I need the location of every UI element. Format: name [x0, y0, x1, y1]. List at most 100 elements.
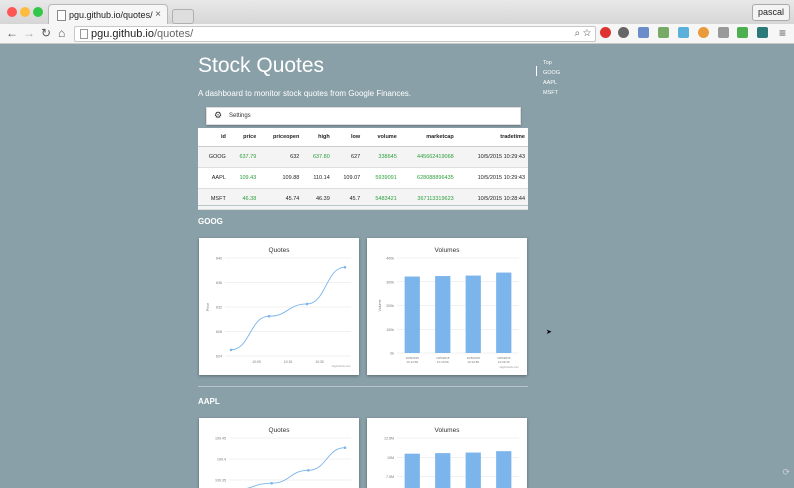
data-point — [307, 469, 310, 472]
home-icon[interactable]: ⌂ — [58, 26, 66, 40]
y-tick-label: 632 — [216, 306, 222, 310]
section-divider — [198, 205, 528, 206]
column-header[interactable]: tradetime — [456, 128, 528, 147]
search-icon[interactable]: ⌕ — [574, 28, 581, 39]
table-cell: 109.07 — [332, 167, 364, 189]
section-divider — [198, 386, 528, 387]
table-cell: 10/5/2015 10:28:44 — [456, 188, 528, 210]
y-tick-label: 100k — [386, 328, 394, 332]
column-header[interactable]: priceopen — [259, 128, 303, 147]
column-header[interactable]: high — [302, 128, 333, 147]
address-bar[interactable]: pgu.github.io/quotes/ ⌕ ☆ — [74, 26, 596, 42]
goog-volumes-chart: Volumes 0k 100k 200k 300k 400k Volume 10/5/2015… — [378, 247, 520, 369]
table-cell: 45.7 — [332, 188, 364, 210]
aapl-volumes-chart: Volumes 12.5M 10M 7.5M — [384, 427, 519, 488]
y-tick-label: 10M — [387, 456, 394, 460]
x-tick-label: 10/5/2015 — [467, 356, 481, 360]
extension-circle-icon[interactable] — [618, 27, 629, 38]
browser-tab[interactable]: pgu.github.io/quotes/ × — [48, 4, 168, 25]
table-cell: 109.43 — [228, 167, 260, 189]
data-point — [343, 446, 347, 449]
x-tick-label: 10:29:43 — [498, 360, 510, 364]
close-window-button[interactable] — [7, 7, 17, 17]
column-header[interactable]: price — [228, 128, 260, 147]
zoom-window-button[interactable] — [33, 7, 43, 17]
profile-button[interactable]: pascal — [751, 4, 790, 21]
toc-title: Top — [543, 60, 552, 66]
data-point — [343, 265, 347, 269]
table-cell: 109.88 — [259, 167, 303, 189]
volume-bar — [404, 276, 420, 353]
close-tab-icon[interactable]: × — [155, 9, 161, 20]
y-tick-label: 7.5M — [386, 475, 394, 479]
extension-camera-icon[interactable] — [678, 27, 689, 38]
settings-panel-header[interactable]: ⚙ Settings — [206, 107, 521, 125]
minimize-window-button[interactable] — [20, 7, 30, 17]
y-tick-label: 628 — [216, 330, 222, 334]
table-cell: 367113319623 — [399, 188, 457, 210]
goog-volumes-chart-card: Volumes 0k 100k 200k 300k 400k Volume 10/5/2015… — [367, 238, 527, 375]
y-tick-label: 109.4 — [217, 458, 226, 462]
x-tick-label: 10:00 — [252, 360, 261, 364]
table-cell: 637.79 — [228, 146, 260, 168]
x-tick-label: 10:30 — [315, 360, 324, 364]
volume-bar — [435, 276, 451, 353]
y-tick-label: 200k — [386, 304, 394, 308]
goog-quotes-chart-card: Quotes 624 628 632 636 640 Price 10:00 10:15 10:3… — [199, 238, 359, 375]
settings-label: Settings — [229, 113, 251, 119]
table-cell: 628088896435 — [399, 167, 457, 189]
goog-quotes-chart: Quotes 624 628 632 636 640 Price 10:00 10:15 10:3… — [206, 247, 352, 368]
new-tab-button[interactable] — [172, 9, 194, 24]
section-title-aapl: AAPL — [198, 397, 220, 406]
extension-tag-icon[interactable] — [658, 27, 669, 38]
y-tick-label: 400k — [386, 257, 394, 261]
y-tick-label: 640 — [216, 257, 222, 261]
mouse-cursor-icon: ➤ — [546, 329, 552, 336]
bookmark-star-icon[interactable]: ☆ — [582, 28, 591, 39]
browser-menu-icon[interactable]: ≡ — [778, 26, 786, 40]
column-header[interactable]: id — [198, 128, 229, 147]
url-host: pgu.github.io — [91, 28, 154, 40]
reload-icon[interactable]: ↻ — [41, 26, 52, 40]
volume-bar — [496, 272, 512, 353]
page-title: Stock Quotes — [198, 54, 325, 77]
extension-opera-icon[interactable] — [600, 27, 611, 38]
y-tick-label: 624 — [216, 355, 222, 359]
extension-s-icon[interactable] — [757, 27, 768, 38]
y-tick-label: 0k — [390, 352, 394, 356]
page-favicon-icon — [57, 10, 66, 21]
column-header[interactable]: marketcap — [399, 128, 457, 147]
y-tick-label: 636 — [216, 281, 222, 285]
chart-title: Quotes — [269, 247, 291, 254]
forward-arrow-icon[interactable]: → — [23, 26, 35, 40]
window-titlebar: pgu.github.io/quotes/ × pascal — [0, 0, 794, 25]
table-row: MSFT 46.38 45.74 46.39 45.7 5483421 3671… — [198, 188, 528, 210]
toc-item-msft[interactable]: MSFT — [543, 90, 558, 96]
column-header[interactable]: volume — [363, 128, 400, 147]
table-header-row: id price priceopen high low volume marke… — [198, 128, 528, 147]
extension-pen-icon[interactable] — [638, 27, 649, 38]
x-tick-label: 10:15 — [284, 360, 293, 364]
volume-bar — [465, 452, 481, 488]
volume-bar — [465, 275, 481, 353]
url-path: /quotes/ — [154, 28, 194, 40]
y-tick-label: 109.45 — [215, 437, 226, 441]
y-axis-label: Volume — [378, 300, 382, 312]
toc-item-aapl[interactable]: AAPL — [543, 80, 558, 86]
toc-item-goog[interactable]: GOOG — [543, 70, 561, 76]
x-tick-label: 10:24:59 — [467, 360, 479, 364]
series-line — [230, 266, 346, 351]
volume-bar — [404, 453, 420, 488]
volume-bar — [496, 451, 512, 488]
y-tick-label: 109.35 — [215, 479, 226, 483]
page-subtitle: A dashboard to monitor stock quotes from… — [198, 89, 412, 98]
extension-download-icon[interactable] — [718, 27, 729, 38]
chart-title: Volumes — [435, 427, 461, 434]
table-row: AAPL 109.43 109.88 110.14 109.07 5939091… — [198, 167, 528, 189]
extension-blocks-icon[interactable] — [737, 27, 748, 38]
column-header[interactable]: low — [332, 128, 364, 147]
back-arrow-icon[interactable]: ← — [6, 26, 18, 40]
table-cell: 632 — [259, 146, 303, 168]
extension-cookie-icon[interactable] — [698, 27, 709, 38]
table-cell: 45.74 — [259, 188, 303, 210]
